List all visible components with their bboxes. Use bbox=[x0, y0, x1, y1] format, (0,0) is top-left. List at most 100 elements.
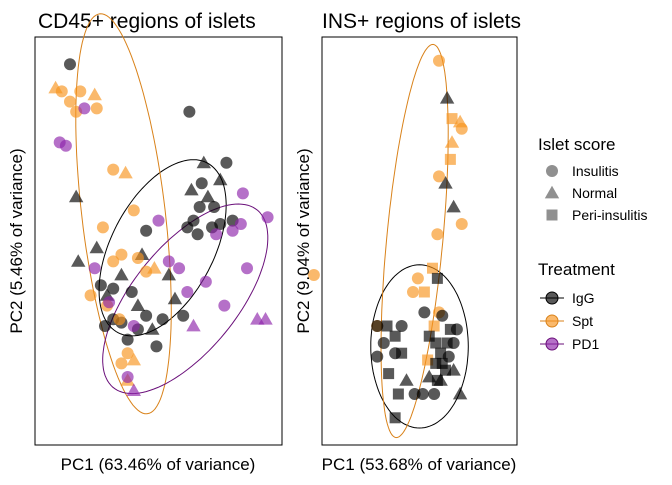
data-point-igg bbox=[430, 337, 442, 349]
x-axis-label: PC1 (53.68% of variance) bbox=[322, 455, 517, 474]
data-point-igg bbox=[396, 347, 408, 359]
data-point-igg bbox=[193, 201, 206, 213]
data-point-pd1 bbox=[241, 262, 254, 275]
legend-color-label: Spt bbox=[572, 313, 593, 329]
data-point-igg bbox=[98, 320, 111, 332]
data-point-igg bbox=[156, 313, 169, 326]
panel-cd45: CD45+ regions of islets PC1 (63.46% of v… bbox=[7, 10, 283, 474]
legend-shape-triangle-icon bbox=[544, 185, 560, 199]
data-point-igg bbox=[114, 267, 129, 281]
point-layer bbox=[48, 58, 274, 396]
data-point-pd1 bbox=[199, 275, 212, 288]
data-point-spt bbox=[433, 170, 445, 183]
data-point-spt bbox=[127, 204, 140, 217]
data-point-spt bbox=[418, 286, 430, 298]
data-point-spt bbox=[422, 354, 434, 366]
ellipse-spt bbox=[380, 43, 449, 439]
data-point-pd1 bbox=[121, 371, 134, 383]
data-point-igg bbox=[191, 228, 204, 241]
legend-shape-circle-icon bbox=[546, 165, 558, 177]
data-point-spt bbox=[74, 85, 87, 98]
data-point-spt bbox=[428, 320, 440, 332]
data-point-spt bbox=[63, 95, 76, 108]
data-point-spt bbox=[455, 122, 468, 135]
data-point-spt bbox=[55, 85, 68, 98]
data-point-igg bbox=[213, 172, 228, 186]
data-point-igg bbox=[377, 337, 390, 349]
data-point-pd1 bbox=[78, 102, 91, 115]
data-point-igg bbox=[214, 218, 227, 230]
data-point-igg bbox=[452, 386, 468, 400]
data-point-igg bbox=[167, 291, 183, 305]
legend: Islet score Insulitis Normal Peri-insuliti… bbox=[538, 135, 647, 352]
data-point-igg bbox=[145, 322, 160, 335]
x-axis-label: PC1 (63.46% of variance) bbox=[61, 455, 256, 474]
data-point-spt bbox=[427, 262, 438, 274]
data-point-igg bbox=[125, 286, 138, 298]
data-point-spt bbox=[107, 163, 120, 176]
data-point-igg bbox=[418, 306, 431, 319]
data-point-igg bbox=[177, 309, 190, 322]
data-point-igg bbox=[436, 357, 448, 369]
data-point-pd1 bbox=[173, 262, 186, 275]
data-point-igg bbox=[431, 272, 443, 284]
data-point-igg bbox=[381, 320, 393, 332]
data-point-igg bbox=[220, 156, 233, 169]
data-point-pd1 bbox=[234, 218, 247, 230]
data-point-pd1 bbox=[210, 228, 223, 241]
data-point-spt bbox=[113, 313, 126, 326]
data-point-spt bbox=[444, 135, 460, 148]
data-point-spt bbox=[107, 255, 120, 268]
data-point-pd1 bbox=[88, 262, 101, 275]
data-point-spt bbox=[433, 54, 445, 67]
data-point-pd1 bbox=[126, 383, 141, 396]
data-point-igg bbox=[447, 337, 460, 349]
ellipse-pd1 bbox=[102, 203, 269, 395]
data-point-igg bbox=[439, 91, 455, 104]
data-point-igg bbox=[430, 357, 442, 369]
legend-shape-label: Normal bbox=[572, 185, 617, 201]
data-point-igg bbox=[140, 224, 153, 237]
data-point-igg bbox=[121, 333, 134, 346]
legend-dot-pd1-icon bbox=[545, 337, 559, 351]
data-point-igg bbox=[130, 298, 146, 311]
data-point-igg bbox=[436, 309, 449, 322]
legend-shape-square-icon bbox=[546, 209, 558, 221]
data-point-igg bbox=[389, 412, 401, 424]
panel-ins: INS+ regions of islets PC1 (53.68% of va… bbox=[294, 10, 521, 474]
data-point-igg bbox=[435, 347, 447, 359]
data-point-spt bbox=[90, 102, 103, 115]
data-point-spt bbox=[131, 252, 144, 264]
data-point-spt bbox=[140, 265, 153, 278]
data-point-igg bbox=[107, 282, 120, 295]
chart-title: CD45+ regions of islets bbox=[38, 10, 256, 33]
data-point-igg bbox=[399, 373, 414, 386]
data-point-igg bbox=[383, 368, 395, 380]
data-point-spt bbox=[115, 357, 128, 370]
legend-color-label: PD1 bbox=[572, 336, 599, 352]
data-point-igg bbox=[395, 320, 408, 332]
data-point-spt bbox=[115, 248, 128, 261]
data-point-igg bbox=[200, 189, 216, 203]
data-point-igg bbox=[68, 189, 84, 203]
legend-dot-spt-icon bbox=[545, 314, 559, 328]
legend-shape-label: Peri-insulitis bbox=[572, 207, 647, 223]
data-point-igg bbox=[183, 105, 196, 118]
ellipse-layer bbox=[75, 13, 269, 415]
data-point-spt bbox=[147, 261, 162, 274]
data-point-igg bbox=[195, 177, 208, 190]
data-point-igg bbox=[140, 309, 153, 322]
data-point-igg bbox=[150, 340, 163, 353]
data-point-igg bbox=[63, 58, 76, 71]
data-point-igg bbox=[187, 214, 200, 227]
data-point-igg bbox=[423, 330, 435, 342]
data-point-igg bbox=[392, 388, 404, 400]
plot-frame bbox=[321, 36, 518, 446]
data-point-igg bbox=[208, 201, 221, 213]
data-point-spt bbox=[444, 153, 456, 165]
data-point-pd1 bbox=[152, 214, 165, 227]
data-point-igg bbox=[371, 350, 384, 363]
ellipse-igg bbox=[98, 159, 227, 337]
data-point-spt bbox=[84, 289, 97, 302]
data-point-pd1 bbox=[218, 299, 231, 312]
